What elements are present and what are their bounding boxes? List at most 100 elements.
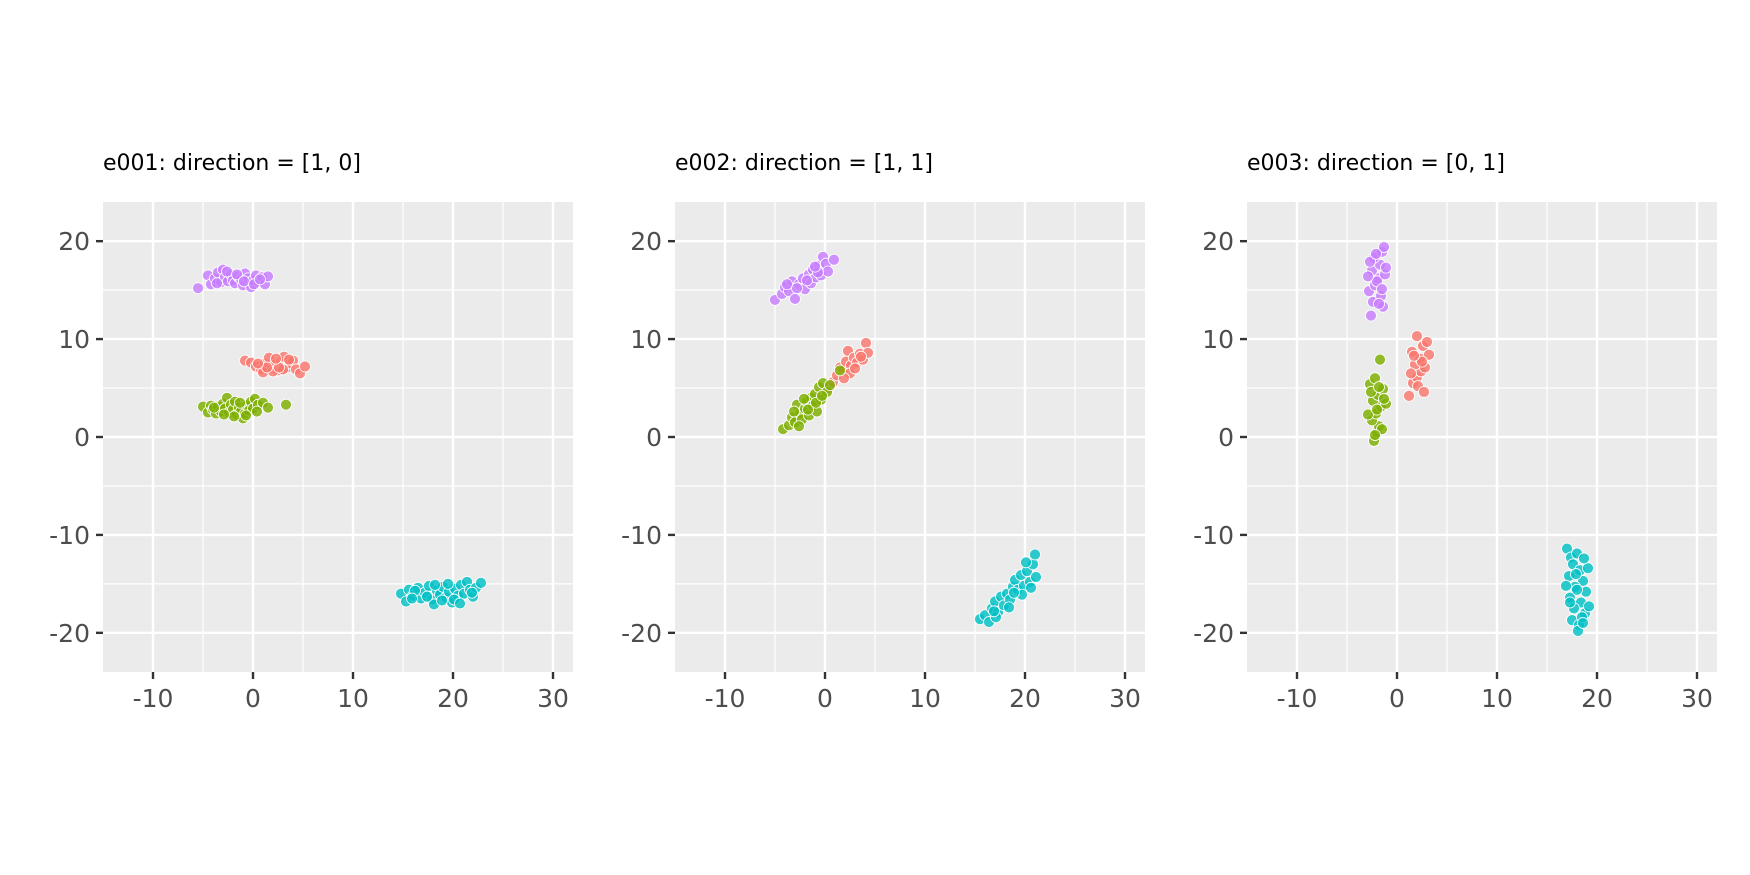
data-point <box>798 392 810 405</box>
data-point <box>234 396 246 409</box>
y-tick-label: 0 <box>1218 423 1234 452</box>
data-point <box>1378 392 1390 405</box>
y-tick-label: 10 <box>1202 325 1234 354</box>
data-point <box>1582 562 1594 575</box>
x-tick-label: 30 <box>1681 684 1713 713</box>
y-tick-label: -20 <box>49 619 90 648</box>
data-point <box>252 357 264 370</box>
data-point <box>1374 353 1386 366</box>
y-tick-label: 20 <box>1202 227 1234 256</box>
x-tick-label: -10 <box>133 684 174 713</box>
data-point <box>801 274 813 287</box>
x-tick-label: 20 <box>437 684 469 713</box>
data-point <box>218 408 230 421</box>
data-point <box>475 576 487 589</box>
x-tick-label: 10 <box>337 684 369 713</box>
y-tick-label: 20 <box>58 227 90 256</box>
data-point <box>421 590 433 603</box>
data-point <box>1373 297 1385 310</box>
data-point <box>1408 349 1420 362</box>
x-tick-label: 10 <box>909 684 941 713</box>
data-point <box>280 398 292 411</box>
data-point <box>828 253 840 266</box>
data-point <box>436 594 448 607</box>
data-point <box>1405 367 1417 380</box>
data-point <box>429 578 441 591</box>
data-point <box>1583 600 1595 613</box>
data-point <box>454 597 466 610</box>
data-point <box>1416 355 1428 368</box>
x-tick-label: 10 <box>1481 684 1513 713</box>
y-tick-label: 0 <box>646 423 662 452</box>
x-tick-label: 30 <box>537 684 569 713</box>
panel-title: e002: direction = [1, 1] <box>675 151 933 176</box>
data-point <box>1577 575 1589 587</box>
data-point <box>1577 617 1589 629</box>
panel-title: e001: direction = [1, 0] <box>103 151 361 176</box>
data-point <box>1020 556 1032 569</box>
data-point <box>816 389 828 402</box>
x-tick-label: 0 <box>245 684 261 713</box>
y-tick-label: 10 <box>58 325 90 354</box>
data-point <box>1371 403 1383 416</box>
data-point <box>1421 336 1433 348</box>
data-point <box>211 277 223 290</box>
data-point <box>406 592 418 605</box>
panel-e001: e001: direction = [1, 0] -10 0 10 20 30 20 10 0… <box>49 151 573 713</box>
data-point <box>791 282 803 295</box>
data-point <box>834 364 846 377</box>
data-point <box>1365 309 1377 322</box>
y-tick-label: -10 <box>49 521 90 550</box>
data-point <box>1362 408 1374 421</box>
data-point <box>262 401 274 414</box>
x-tick-label: 0 <box>817 684 833 713</box>
panel-e003: e003: direction = [0, 1] -10 0 10 20 30 20 10 0… <box>1193 151 1717 713</box>
data-point <box>1380 261 1392 274</box>
data-point <box>1029 548 1041 561</box>
data-point <box>1564 596 1576 609</box>
data-point <box>270 352 282 365</box>
data-point <box>442 577 454 590</box>
x-tick-label: -10 <box>705 684 746 713</box>
x-tick-label: 20 <box>1581 684 1613 713</box>
data-point <box>822 265 834 278</box>
y-tick-label: -20 <box>1193 619 1234 648</box>
data-point <box>299 360 311 373</box>
data-point <box>1411 330 1423 343</box>
data-point <box>781 278 793 291</box>
data-point <box>1008 586 1020 599</box>
data-point <box>1025 581 1037 594</box>
panel-title: e003: direction = [0, 1] <box>1247 151 1505 176</box>
y-tick-label: -10 <box>1193 521 1234 550</box>
data-point <box>788 405 800 418</box>
y-tick-label: 10 <box>630 325 662 354</box>
y-tick-label: 20 <box>630 227 662 256</box>
data-point <box>860 337 872 349</box>
data-point <box>254 273 266 286</box>
data-point <box>231 268 243 281</box>
data-point <box>1560 579 1572 592</box>
data-point <box>228 410 240 423</box>
data-point <box>251 405 263 418</box>
data-point <box>855 350 867 363</box>
data-point <box>1378 241 1390 253</box>
data-point <box>1403 389 1415 402</box>
data-point <box>1373 381 1385 393</box>
x-tick-label: 0 <box>1389 684 1405 713</box>
data-point <box>1362 270 1374 283</box>
data-point <box>1364 255 1376 268</box>
data-point <box>238 275 250 288</box>
data-point <box>809 260 821 273</box>
data-point <box>283 353 295 366</box>
y-tick-label: -10 <box>621 521 662 550</box>
data-point <box>1418 386 1430 398</box>
data-point <box>208 401 220 414</box>
data-point <box>1369 429 1381 441</box>
data-point <box>802 403 814 416</box>
data-point <box>1570 568 1582 580</box>
data-point <box>793 420 805 433</box>
data-point <box>1376 283 1388 296</box>
x-tick-label: 30 <box>1109 684 1141 713</box>
data-point <box>849 362 861 375</box>
